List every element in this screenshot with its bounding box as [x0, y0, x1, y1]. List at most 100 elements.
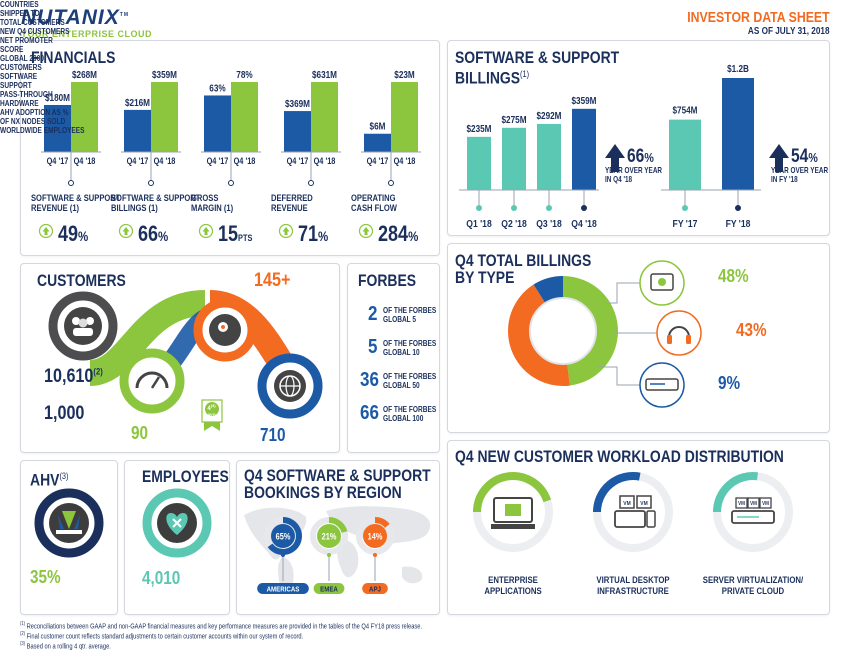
forbes-label: OF THE FORBES [383, 339, 437, 348]
billings-category-label: Q2 '18 [501, 218, 527, 230]
hardware-label-1: PASS-THROUGH [0, 90, 53, 99]
vm-box-icon [735, 497, 748, 509]
growth-value: 15PTS [218, 222, 253, 246]
connector-dot [228, 180, 234, 186]
employees-title: EMPLOYEES [142, 467, 229, 486]
connector-dot [388, 180, 394, 186]
new-customers-label: NEW Q4 CUSTOMERS [0, 27, 70, 36]
region-pill [257, 583, 309, 594]
employees-label: WORLDWIDE EMPLOYEES [0, 126, 85, 135]
headset-ear [667, 335, 672, 344]
billings-category-label: Q3 '18 [536, 218, 562, 230]
up-arrow-glyph [202, 227, 210, 235]
region-ring-arc [328, 517, 348, 534]
workload-ring-arc [593, 472, 641, 513]
period-label: Q4 '18 [74, 156, 96, 166]
forbes-label: GLOBAL 10 [383, 348, 420, 357]
annual-growth: 54% [791, 145, 818, 167]
billings-bar-quarter [467, 136, 491, 190]
billings-bar-label: $1.2B [727, 63, 749, 74]
bar-q4-17 [284, 111, 311, 152]
bar-q4-18 [71, 82, 98, 152]
annual-growth-label: IN FY '18 [771, 174, 798, 184]
billings-bar-label: $754M [672, 105, 697, 116]
connector-dot [327, 553, 331, 557]
period-label: Q4 '17 [287, 156, 309, 166]
up-arrow-glyph [362, 227, 370, 235]
donut-hole [529, 297, 597, 365]
vm-label: VM [640, 501, 647, 507]
period-label: Q4 '18 [154, 156, 176, 166]
nps-value: 90 [131, 423, 149, 443]
region-pct: 65% [276, 532, 291, 542]
up-arrow-glyph [42, 227, 50, 235]
forbes-label: GLOBAL 50 [383, 381, 420, 390]
connector-dot [546, 205, 552, 211]
nps-ring [119, 348, 185, 414]
support-label: SUPPORT [0, 81, 32, 90]
metric-label: CASH FLOW [351, 202, 398, 213]
period-label: Q4 '18 [394, 156, 416, 166]
bar-q4-18 [391, 82, 418, 152]
region-pct: 21% [322, 532, 337, 542]
vm-label: VM [750, 501, 757, 507]
forbes-label: GLOBAL 5 [383, 315, 417, 324]
connector [597, 366, 643, 386]
vm-box-icon [759, 497, 772, 509]
billings-bar-annual [669, 119, 701, 190]
quarter-growth-label: IN Q4 '18 [605, 174, 632, 184]
connector-dot [735, 205, 741, 211]
billings-type-title-1: Q4 TOTAL BILLINGS [455, 251, 592, 270]
workload-label: INFRASTRUCTURE [597, 585, 669, 596]
ahv-value: 35% [30, 567, 61, 587]
workload-title: Q4 NEW CUSTOMER WORKLOAD DISTRIBUTION [455, 447, 784, 466]
workload-label: SERVER VIRTUALIZATION/ [703, 574, 804, 585]
ahv-title: AHV(3) [30, 470, 69, 490]
bar-q4-18 [151, 82, 178, 152]
footnote: (3) Based on a rolling 4 qtr. average. [20, 641, 111, 651]
bookings-map: 65% AMERICAS 21% EMEA 14% APJ [244, 506, 431, 594]
workload-label: PRIVATE CLOUD [722, 585, 784, 596]
value-label-q4-17: $180M [45, 92, 70, 103]
ahv-label-2: OF NX NODES SOLD [0, 117, 66, 126]
metric-label: OPERATING [351, 192, 396, 203]
period-label: Q4 '17 [127, 156, 149, 166]
support-pct: 43% [736, 320, 767, 340]
growth-value: 284% [378, 222, 419, 246]
forbes-label: GLOBAL 100 [383, 414, 424, 423]
billings-bar-quarter [572, 108, 596, 190]
bookings-title-2: BOOKINGS BY REGION [244, 483, 402, 502]
bar-q4-17 [124, 109, 151, 152]
billings-bar-quarter [537, 123, 561, 190]
value-label-q4-17: $6M [370, 121, 386, 132]
region-ring-arc [267, 517, 302, 555]
footnote: (1) Reconciliations between GAAP and non… [20, 621, 423, 631]
tagline: YOUR ENTERPRISE CLOUD [21, 29, 153, 39]
headset-ear [686, 335, 691, 344]
region-pill [313, 583, 345, 594]
value-label-q4-18: 78% [236, 69, 252, 80]
forbes-panel [347, 263, 440, 453]
value-label-q4-18: $268M [72, 69, 97, 80]
employees-icon [142, 488, 212, 558]
page-title: INVESTOR DATA SHEET [687, 9, 830, 26]
value-label-q4-18: $359M [152, 69, 177, 80]
desktop-icon [614, 510, 646, 528]
global2000-label-1: GLOBAL 2000 [0, 54, 44, 63]
up-arrow-glyph [282, 227, 290, 235]
nps-label-2: SCORE [0, 45, 24, 54]
period-label: Q4 '17 [367, 156, 389, 166]
headset-band [668, 326, 690, 338]
workload-ring-arc [713, 472, 759, 513]
growth-value: 49% [58, 222, 89, 246]
workload-label: ENTERPRISE [488, 574, 538, 585]
connector-dot [148, 180, 154, 186]
bar-q4-18 [311, 82, 338, 152]
software-label: SOFTWARE [0, 72, 38, 81]
workload-label: APPLICATIONS [484, 585, 542, 596]
total-customers-value: 10,610(2) [44, 366, 103, 387]
up-arrow-glyph [122, 227, 130, 235]
footnote: (2) Final customer count reflects standa… [20, 631, 304, 641]
metric-label: SOFTWARE & SUPPORT [111, 192, 201, 203]
vm-label: VM [762, 501, 769, 507]
